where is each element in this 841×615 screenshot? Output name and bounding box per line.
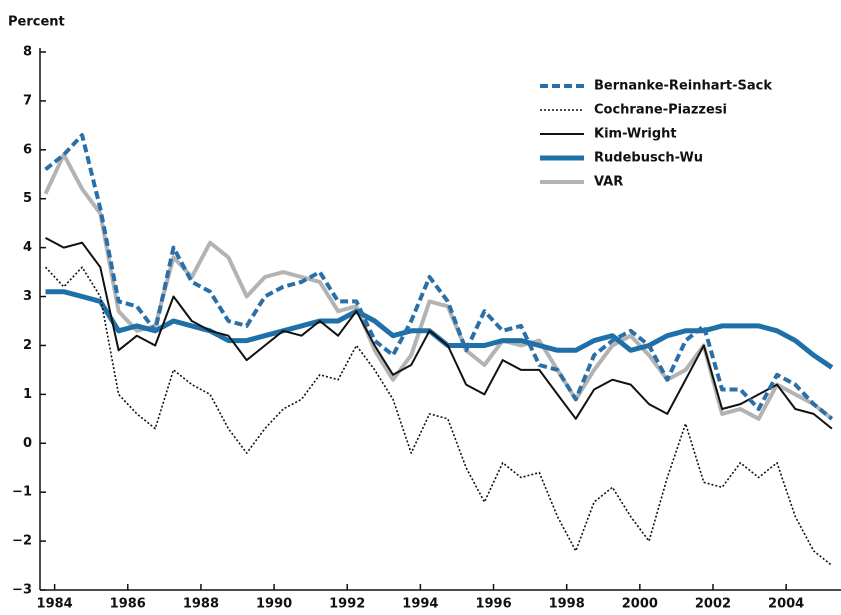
y-tick-label: 1 xyxy=(23,387,32,402)
y-tick-label: 8 xyxy=(23,45,32,60)
y-tick-label: −1 xyxy=(12,485,32,500)
x-tick-label: 1986 xyxy=(110,597,146,612)
x-tick-label: 2002 xyxy=(695,597,731,612)
x-tick-label: 2000 xyxy=(622,597,658,612)
series-line xyxy=(44,133,834,421)
y-tick-label: 3 xyxy=(23,289,32,304)
x-tick-label: 1984 xyxy=(37,597,73,612)
series-line xyxy=(45,237,833,430)
x-tick-label: 1998 xyxy=(549,597,585,612)
y-tick-label: 5 xyxy=(23,191,32,206)
y-axis-label: Percent xyxy=(8,15,65,30)
series-line xyxy=(44,266,833,567)
x-tick-label: 1996 xyxy=(475,597,511,612)
y-tick-label: 4 xyxy=(23,240,32,255)
x-tick-label: 1988 xyxy=(183,597,219,612)
y-tick-label: 2 xyxy=(23,338,32,353)
legend-label: Rudebusch-Wu xyxy=(594,151,703,166)
y-tick-label: 6 xyxy=(23,142,32,157)
legend-label: VAR xyxy=(594,175,623,190)
legend-label: Kim-Wright xyxy=(594,127,677,142)
x-tick-label: 1992 xyxy=(329,597,365,612)
y-tick-label: 0 xyxy=(23,436,32,451)
y-tick-label: 7 xyxy=(23,93,32,108)
legend-label: Cochrane-Piazzesi xyxy=(594,103,727,118)
y-tick-label: −3 xyxy=(12,583,32,598)
x-tick-label: 1990 xyxy=(256,597,292,612)
x-tick-label: 2004 xyxy=(768,597,804,612)
legend-label: Bernanke-Reinhart-Sack xyxy=(594,79,772,94)
x-tick-label: 1994 xyxy=(402,597,438,612)
y-tick-label: −2 xyxy=(12,534,32,549)
